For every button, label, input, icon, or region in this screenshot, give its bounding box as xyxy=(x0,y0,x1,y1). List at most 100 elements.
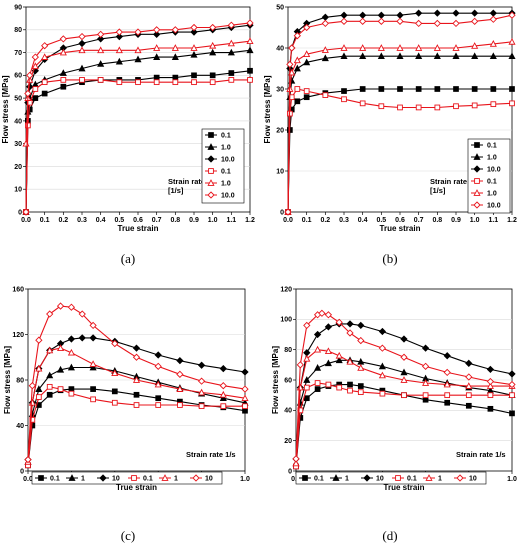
legend-box xyxy=(295,471,487,485)
series-line xyxy=(295,312,513,459)
data-point xyxy=(198,388,206,396)
x-axis-label: True strain xyxy=(116,483,157,492)
data-point xyxy=(90,396,96,403)
data-point xyxy=(341,96,347,103)
data-point xyxy=(422,396,429,403)
data-point xyxy=(97,77,104,83)
y-axis-label: Flow stress [MPa] xyxy=(1,75,10,143)
data-point xyxy=(241,394,249,402)
legend: 0.1 1 10 0.1 1 10 xyxy=(295,471,487,485)
data-point xyxy=(59,35,67,43)
data-point xyxy=(452,44,460,51)
data-point xyxy=(396,52,404,60)
x-tick-label: 0.7 xyxy=(152,217,162,224)
series-line xyxy=(287,12,512,213)
legend-box xyxy=(467,138,511,214)
data-point xyxy=(293,56,301,64)
data-point xyxy=(400,335,408,343)
data-point xyxy=(292,455,300,463)
data-point xyxy=(397,104,403,111)
legend-label: 1.0 xyxy=(487,155,497,162)
series-line xyxy=(287,88,513,213)
data-point xyxy=(321,46,329,53)
legend-marker xyxy=(425,474,433,481)
data-point xyxy=(247,77,253,83)
series-line xyxy=(25,79,250,213)
data-point xyxy=(154,380,162,388)
data-point xyxy=(154,351,162,359)
data-point xyxy=(359,17,367,25)
series-line xyxy=(287,41,513,213)
data-point xyxy=(79,77,85,83)
data-point xyxy=(153,79,160,86)
legend-label: 10 xyxy=(112,476,120,483)
data-point xyxy=(68,386,75,392)
data-point xyxy=(377,44,385,51)
data-point xyxy=(335,351,343,359)
data-point xyxy=(35,336,43,344)
data-point xyxy=(59,48,67,56)
data-point xyxy=(197,377,206,385)
data-point xyxy=(32,86,39,92)
data-point xyxy=(336,384,343,391)
data-point xyxy=(67,348,75,356)
data-point xyxy=(41,79,48,86)
series-4 xyxy=(292,345,516,467)
legend: 0.1 1.0 10.0 0.1 1.0 10.0 xyxy=(201,128,245,204)
y-tick-label: 120 xyxy=(280,286,292,293)
data-point xyxy=(346,329,354,337)
data-point xyxy=(471,42,479,49)
series-3 xyxy=(25,383,248,469)
legend-marker xyxy=(456,474,464,482)
data-point xyxy=(508,380,516,389)
data-point xyxy=(378,327,387,336)
data-point xyxy=(293,64,301,72)
data-point xyxy=(347,381,353,388)
data-point xyxy=(190,23,198,32)
data-point xyxy=(46,391,53,398)
data-point xyxy=(115,28,123,36)
data-point xyxy=(78,46,86,54)
data-point xyxy=(400,376,408,383)
chart-panel-b: 0 10 20 30 40 50 0.0 0.1 0.2 0.3 0.4 0.5 0.6 0.7 0.8 0.… xyxy=(263,4,517,266)
data-point xyxy=(443,352,451,360)
x-tick-label: 0.0 xyxy=(283,217,293,224)
data-point xyxy=(284,208,292,216)
series-5 xyxy=(24,302,249,464)
data-point xyxy=(335,318,343,327)
data-point xyxy=(219,364,227,373)
data-point xyxy=(286,60,294,69)
data-point xyxy=(415,104,422,111)
data-point xyxy=(341,88,347,94)
data-point xyxy=(324,347,332,355)
x-axis-label: True strain xyxy=(384,483,425,492)
y-tick-label: 10 xyxy=(14,187,22,194)
data-point xyxy=(303,321,311,330)
legend-marker xyxy=(38,475,44,481)
data-point xyxy=(321,19,329,28)
data-point xyxy=(111,339,119,348)
y-axis-label: Flow stress [MPa] xyxy=(263,75,272,143)
data-point xyxy=(35,364,43,372)
data-point xyxy=(487,392,494,399)
data-point xyxy=(346,320,354,328)
data-point xyxy=(209,48,217,56)
data-point xyxy=(67,335,76,343)
data-point xyxy=(509,100,515,107)
data-point xyxy=(78,334,86,342)
y-tick-label: 20 xyxy=(14,164,22,171)
data-point xyxy=(471,102,478,109)
data-point xyxy=(89,363,97,371)
data-point xyxy=(489,52,497,60)
data-point xyxy=(509,86,515,92)
data-point xyxy=(176,370,184,378)
data-point xyxy=(443,368,451,377)
data-point xyxy=(209,72,216,79)
data-point xyxy=(292,459,300,467)
data-point xyxy=(190,50,198,58)
data-point xyxy=(471,86,478,92)
data-point xyxy=(294,98,301,105)
strain-rate-annotation: Strain ratea xyxy=(168,177,210,186)
data-point xyxy=(357,383,364,389)
data-point xyxy=(26,71,34,79)
